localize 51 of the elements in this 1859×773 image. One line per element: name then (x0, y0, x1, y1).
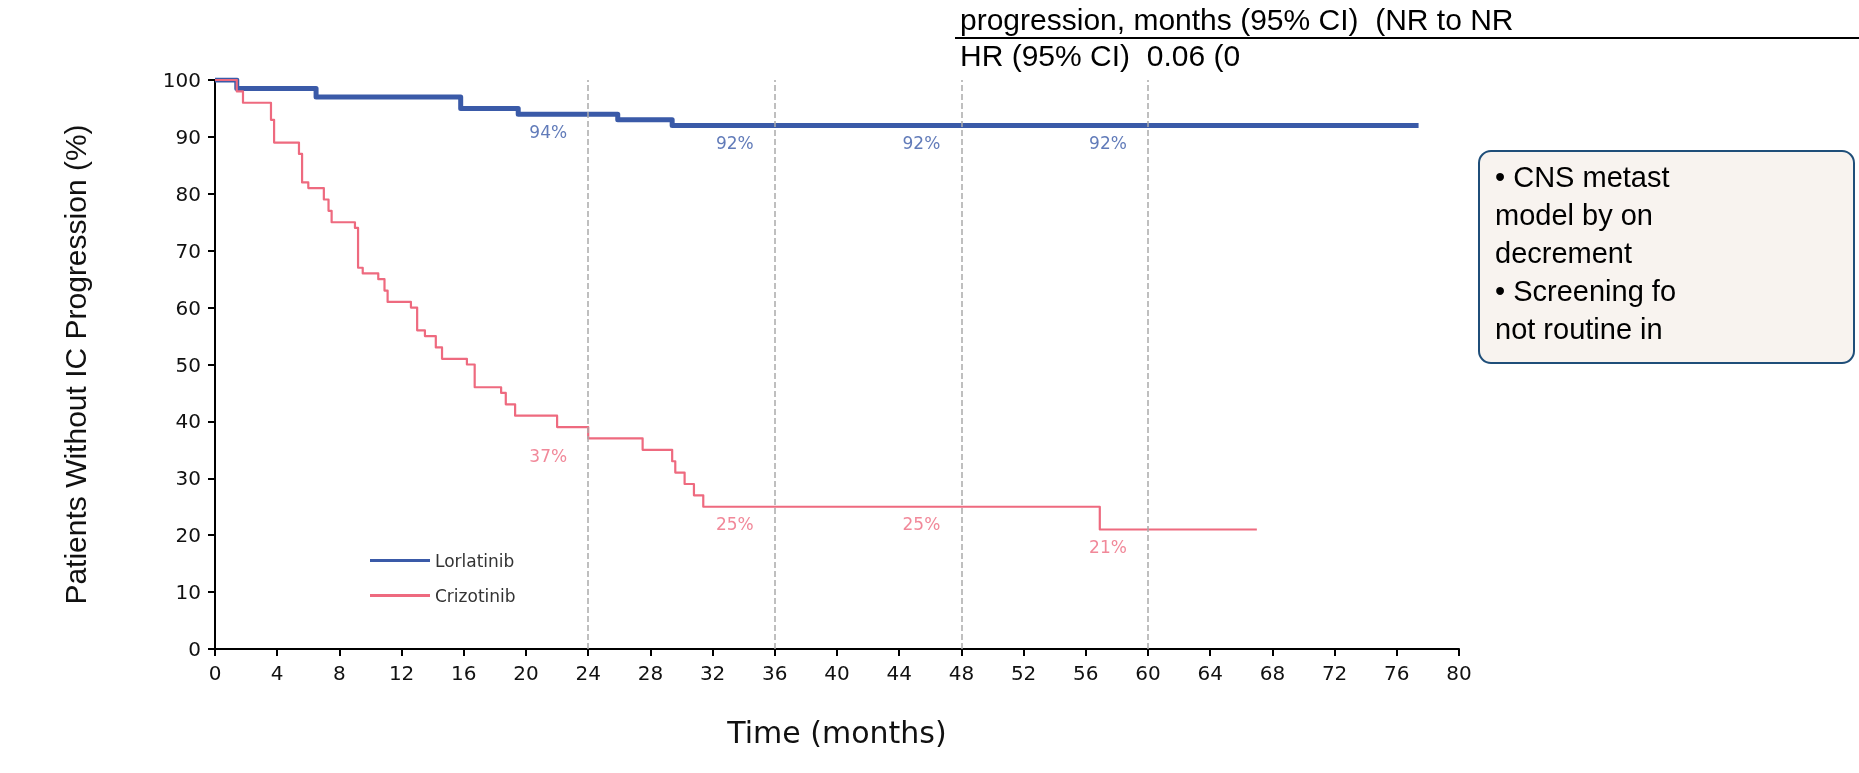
x-tick-label: 24 (575, 661, 601, 685)
x-axis-title: Time (months) (726, 714, 947, 750)
x-tick-label: 68 (1259, 661, 1286, 685)
x-tick-label: 0 (208, 661, 222, 685)
x-tick-label: 40 (824, 661, 850, 685)
x-tick-label: 56 (1073, 661, 1099, 685)
y-tick-label: 0 (188, 637, 201, 661)
x-tick-label: 16 (451, 661, 477, 685)
x-tick-label: 8 (333, 661, 346, 685)
x-tick-label: 52 (1010, 661, 1037, 685)
text: progression, months (95% CI) (NR to NR (960, 2, 1514, 36)
y-tick-label: 70 (175, 238, 201, 263)
legend-label: Lorlatinib (435, 550, 515, 571)
y-tick-label: 40 (175, 409, 201, 434)
x-tick-label: 72 (1321, 661, 1348, 685)
x-tick-label: 44 (886, 661, 912, 685)
legend-label: Crizotinib (435, 585, 516, 606)
x-tick-label: 64 (1197, 661, 1223, 685)
y-tick-label: 30 (175, 466, 201, 491)
x-tick-label: 80 (1446, 661, 1472, 685)
x-tick-label: 32 (699, 661, 726, 685)
x-tick-label: 60 (1135, 661, 1161, 685)
y-tick-label: 100 (162, 68, 201, 92)
annotation: 25% (715, 514, 754, 535)
text: • CNS metast (1495, 160, 1670, 193)
annotation: 37% (529, 445, 568, 466)
y-tick-label: 10 (175, 580, 201, 605)
annotation: 92% (1089, 133, 1127, 154)
y-tick-label: 50 (175, 352, 201, 377)
y-tick-label: 60 (175, 295, 201, 320)
y-tick-label: 90 (175, 124, 201, 149)
text: • Screening fo (1495, 274, 1677, 307)
x-tick-label: 12 (388, 661, 415, 685)
x-tick-label: 4 (270, 661, 284, 685)
text: model by on (1495, 198, 1653, 231)
annotation: 21% (1089, 537, 1127, 558)
x-tick-label: 76 (1384, 661, 1410, 685)
x-tick-label: 48 (948, 661, 975, 685)
text: decrement (1495, 236, 1633, 269)
y-axis-title: Patients Without IC Progression (%) (58, 124, 92, 605)
annotation: 92% (902, 133, 941, 154)
text: HR (95% CI) 0.06 (0 (960, 38, 1241, 72)
annotation: 94% (529, 121, 568, 142)
y-tick-label: 20 (175, 523, 201, 548)
text: not routine in (1495, 312, 1663, 345)
x-tick-label: 28 (637, 661, 664, 685)
x-tick-label: 20 (513, 661, 539, 685)
y-tick-label: 80 (175, 181, 201, 206)
annotation: 92% (715, 133, 754, 154)
annotation: 25% (902, 514, 941, 535)
x-tick-label: 36 (762, 661, 788, 685)
